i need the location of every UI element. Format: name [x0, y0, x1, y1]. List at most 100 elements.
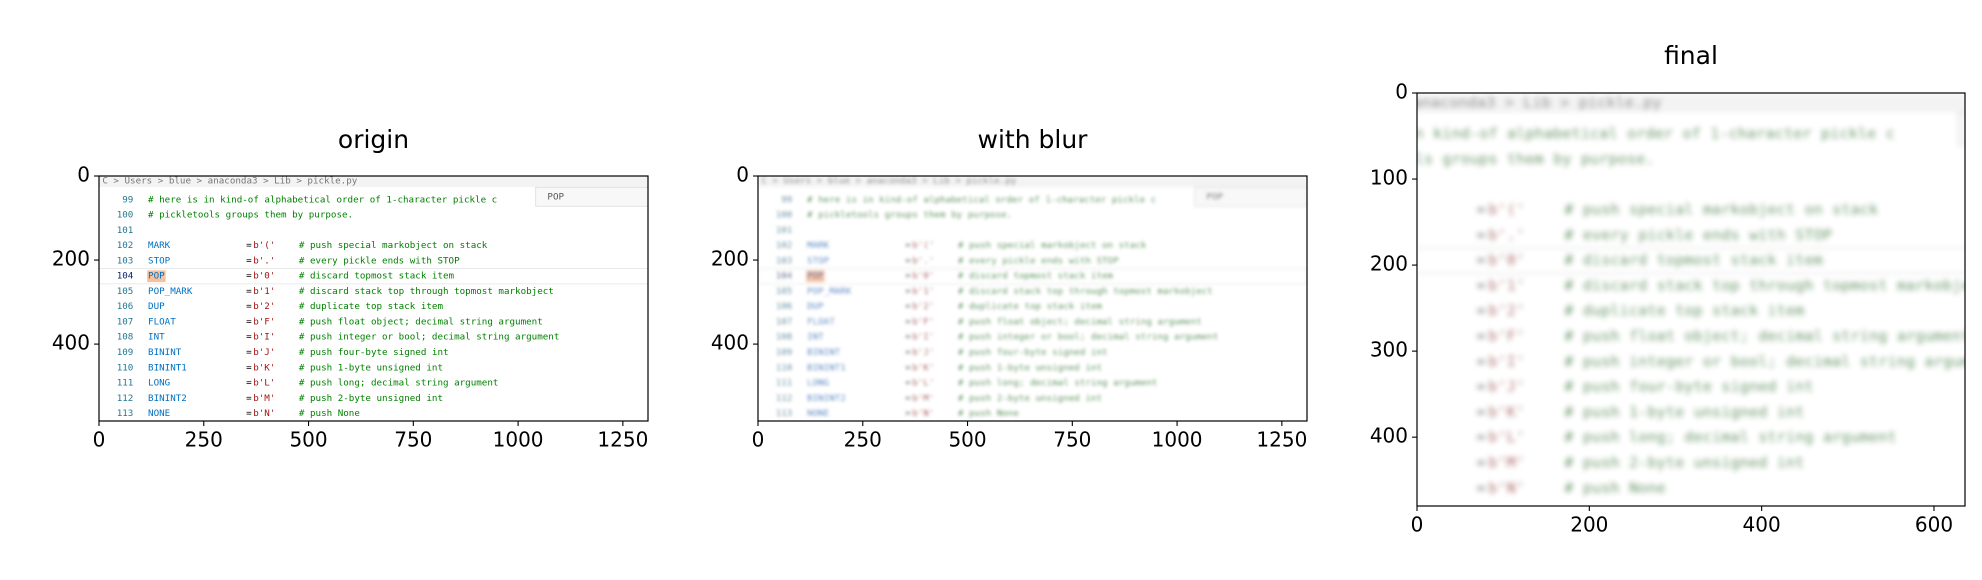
identifier: STOP: [807, 255, 830, 266]
comment: # push 2-byte unsigned int: [958, 393, 1102, 404]
identifier: NONE: [807, 408, 829, 419]
line-number: 113: [117, 408, 134, 419]
x-tick-label: 200: [1570, 513, 1608, 537]
bytes-literal: b'L': [1488, 428, 1525, 446]
line-number: 104: [117, 271, 134, 282]
identifier: BININT: [148, 347, 182, 358]
operator: =: [905, 271, 911, 282]
bytes-literal: b'J': [1488, 378, 1525, 396]
y-tick-label: 400: [1370, 424, 1408, 448]
y-tick-label: 300: [1370, 338, 1408, 362]
bytes-literal: b'L': [912, 378, 934, 389]
line-number: 107: [776, 316, 793, 327]
comment: # push 1-byte unsigned int: [299, 362, 443, 373]
comment: # every pickle ends with STOP: [1564, 226, 1832, 244]
bytes-literal: b'0': [1488, 251, 1525, 269]
line-number: 101: [117, 225, 134, 236]
bytes-literal: b'I': [253, 332, 275, 343]
image-panel: C > Users > blue > anaconda3 > Lib > pic…: [99, 176, 648, 421]
comment: # pickletools groups them by purpose.: [1313, 150, 1655, 168]
search-highlight: [147, 270, 166, 283]
x-tick-label: 500: [948, 428, 986, 452]
operator: =: [905, 378, 911, 389]
line-number: 111: [776, 378, 793, 389]
bytes-literal: b'(': [253, 240, 275, 251]
operator: =: [1476, 327, 1485, 345]
image-panel: C > Users > blue > anaconda3 > Lib > pic…: [1237, 93, 1982, 501]
y-tick-label: 0: [1395, 80, 1408, 104]
screenshot-image: C > Users > blue > anaconda3 > Lib > pic…: [99, 176, 648, 421]
image-panel: C > Users > blue > anaconda3 > Lib > pic…: [758, 176, 1307, 421]
comment: # every pickle ends with STOP: [299, 255, 460, 266]
identifier: POP: [1313, 251, 1341, 269]
line-number: 109: [776, 347, 793, 358]
comment: # push four-byte signed int: [958, 347, 1108, 358]
x-tick-label: 500: [289, 428, 327, 452]
operator: =: [1476, 403, 1485, 421]
line-number: 103: [117, 255, 134, 266]
comment: # here is in kind-of alphabetical order …: [807, 194, 1156, 205]
line-number: 108: [776, 332, 793, 343]
comment: # push integer or bool; decimal string a…: [958, 332, 1218, 343]
operator: =: [1476, 428, 1485, 446]
bytes-literal: b'.': [1488, 226, 1525, 244]
operator: =: [905, 255, 911, 266]
line-number: 108: [117, 332, 134, 343]
identifier: BININT2: [807, 393, 846, 404]
identifier: BININT2: [148, 393, 187, 404]
identifier: FLOAT: [148, 316, 176, 327]
bytes-literal: b'M': [912, 393, 934, 404]
identifier: NONE: [148, 408, 170, 419]
bytes-literal: b'1': [1488, 276, 1525, 294]
bytes-literal: b'J': [253, 347, 275, 358]
search-box: [1957, 112, 1965, 146]
breadcrumb-bar: [99, 176, 648, 187]
operator: =: [905, 301, 911, 312]
operator: =: [905, 347, 911, 358]
comment: # push integer or bool; decimal string a…: [1564, 352, 1982, 370]
line-number: 106: [117, 301, 134, 312]
operator: =: [246, 362, 252, 373]
bytes-literal: b'N': [1488, 479, 1525, 497]
bytes-literal: b'2': [253, 301, 275, 312]
identifier: LONG: [148, 378, 170, 389]
comment: # push four-byte signed int: [299, 347, 449, 358]
bytes-literal: b'K': [1488, 403, 1525, 421]
comment: # push float object; decimal string argu…: [958, 316, 1202, 327]
x-tick-label: 1250: [597, 428, 648, 452]
line-number: 99: [1270, 125, 1288, 143]
screenshot-background: [99, 176, 648, 421]
line-number: 112: [1261, 454, 1289, 472]
breadcrumb: C > Users > blue > anaconda3 > Lib > pic…: [1237, 93, 1662, 111]
identifier: MARK: [148, 240, 171, 251]
line-number: 106: [776, 301, 793, 312]
identifier: BININT1: [1313, 403, 1378, 421]
line-number: 100: [1261, 150, 1289, 168]
axes-frame: [98, 175, 649, 422]
comment: # every pickle ends with STOP: [958, 255, 1119, 266]
identifier: NONE: [1313, 479, 1350, 497]
comment: # discard topmost stack item: [958, 271, 1114, 282]
operator: =: [1476, 352, 1485, 370]
x-tick-label: 1000: [493, 428, 544, 452]
comment: # discard stack top through topmost mark…: [958, 286, 1213, 297]
comment: # push long; decimal string argument: [958, 378, 1158, 389]
line-number: 113: [1261, 479, 1289, 497]
comment: # discard topmost stack item: [299, 271, 455, 282]
line-number: 110: [776, 362, 793, 373]
comment: # push None: [1564, 479, 1666, 497]
line-number: 113: [776, 408, 793, 419]
line-number: 112: [117, 393, 134, 404]
identifier: INT: [148, 332, 165, 343]
bytes-literal: b'2': [912, 301, 934, 312]
operator: =: [246, 408, 252, 419]
search-text: POP: [547, 192, 564, 203]
identifier: DUP: [807, 301, 824, 312]
identifier: STOP: [1313, 226, 1350, 244]
identifier: BININT: [1313, 378, 1368, 396]
operator: =: [905, 316, 911, 327]
y-tick-label: 100: [1370, 166, 1408, 190]
comment: # push special markobject on stack: [958, 240, 1147, 251]
bytes-literal: b'M': [253, 393, 275, 404]
line-number: 99: [122, 194, 133, 205]
